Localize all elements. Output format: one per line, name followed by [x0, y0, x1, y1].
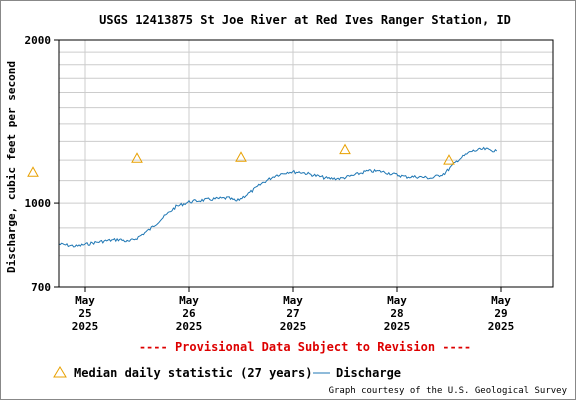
median-legend-label: Median daily statistic (27 years) [74, 366, 312, 380]
median-marker [235, 151, 247, 162]
x-tick-label: May [387, 294, 407, 307]
discharge-line [58, 146, 498, 248]
x-tick-label: May [283, 294, 303, 307]
x-tick-label: 2025 [72, 320, 99, 333]
x-axis-ticks: May252025May262025May272025May282025May2… [72, 287, 515, 333]
x-tick-label: 28 [390, 307, 403, 320]
x-tick-label: 29 [494, 307, 507, 320]
y-tick-label: 2000 [25, 34, 52, 47]
x-tick-label: May [179, 294, 199, 307]
y-axis-ticks: 700 1000 2000 [25, 34, 59, 294]
x-tick-label: 27 [286, 307, 299, 320]
credit-text: Graph courtesy of the U.S. Geological Su… [329, 386, 568, 396]
discharge-series [58, 146, 498, 248]
median-markers [27, 143, 455, 177]
grid-lines [59, 39, 553, 288]
provisional-notice: ---- Provisional Data Subject to Revisio… [139, 340, 471, 354]
legend: Median daily statistic (27 years) Discha… [53, 366, 401, 380]
y-axis-label: Discharge, cubic feet per second [5, 61, 18, 273]
y-tick-label: 700 [31, 281, 51, 294]
median-marker [27, 166, 39, 177]
median-marker [443, 154, 455, 165]
median-marker [339, 143, 351, 155]
chart-title: USGS 12413875 St Joe River at Red Ives R… [99, 13, 511, 27]
x-tick-label: 25 [78, 307, 91, 320]
x-tick-label: 2025 [488, 320, 515, 333]
median-legend-icon [53, 366, 67, 378]
x-tick-label: 26 [182, 307, 196, 320]
x-tick-label: 2025 [176, 320, 203, 333]
plot-border [58, 39, 554, 288]
discharge-legend-label: Discharge [336, 366, 401, 380]
x-tick-label: May [75, 294, 95, 307]
y-tick-label: 1000 [25, 197, 52, 210]
x-tick-label: 2025 [384, 320, 411, 333]
x-tick-label: May [491, 294, 511, 307]
x-tick-label: 2025 [280, 320, 307, 333]
median-marker [131, 152, 143, 163]
